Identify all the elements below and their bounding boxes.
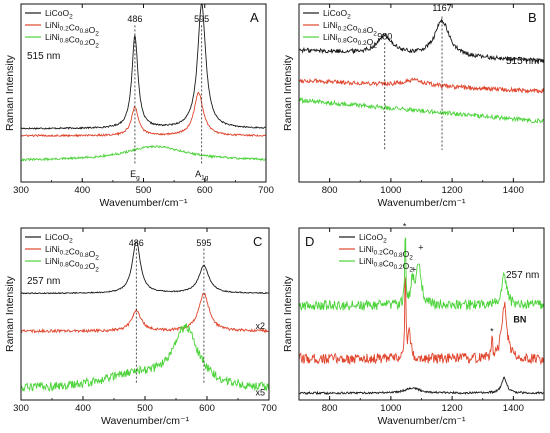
panel-letter: D bbox=[305, 234, 314, 249]
y-axis-title: Raman Intensity bbox=[282, 54, 294, 131]
plot-frame bbox=[298, 3, 545, 183]
panel-a: 486 595 Eg A1g 300 400 500 600 700 Wavenumber/cm⁻… bbox=[4, 3, 274, 209]
y-axis-title: Raman Intensity bbox=[282, 275, 294, 352]
x-tick-label: 300 bbox=[13, 185, 29, 196]
peak-label: 595 bbox=[194, 14, 209, 24]
peak-label: 595 bbox=[196, 238, 211, 248]
series-line-1 bbox=[21, 241, 269, 295]
series-line-2 bbox=[21, 292, 269, 334]
excitation-wavelength: 257 nm bbox=[27, 276, 60, 287]
x-tick-label: 500 bbox=[136, 185, 152, 196]
panel-letter: B bbox=[528, 10, 537, 25]
x-tick-label: 700 bbox=[261, 403, 277, 414]
y-axis-title: Raman Intensity bbox=[4, 54, 16, 131]
legend-label: LiNi0.2Co0.8O2 bbox=[45, 20, 99, 38]
panel-d: * + + * BN 800 1000 1200 1400 Wavenumber/cm⁻¹ Rama… bbox=[282, 222, 545, 427]
series-line-3 bbox=[21, 144, 266, 162]
legend-label: LiCoO2 bbox=[323, 8, 351, 21]
plot-frame bbox=[298, 227, 545, 401]
series-line-2 bbox=[299, 77, 544, 94]
peak-label: 486 bbox=[127, 14, 142, 24]
x-tick-label: 500 bbox=[137, 403, 153, 414]
y-axis-title: Raman Intensity bbox=[4, 275, 16, 352]
x-tick-label: 1200 bbox=[442, 403, 463, 414]
legend-label: LiNi0.8Co0.2O2 bbox=[359, 256, 413, 274]
x-axis-title: Wavenumber/cm⁻¹ bbox=[377, 415, 466, 427]
x-axis: 300 400 500 600 700 bbox=[13, 4, 274, 196]
excitation-wavelength: 515 nm bbox=[27, 51, 60, 62]
plot-frame bbox=[20, 3, 267, 183]
series-line-3 bbox=[21, 323, 269, 393]
peak-label: 980 bbox=[377, 32, 392, 42]
x-tick-label: 400 bbox=[74, 185, 90, 196]
panel-b: 980 1167 800 1000 1200 1400 Wavenumber/cm⁻¹ Ram… bbox=[282, 3, 545, 209]
legend-label: LiNi0.8Co0.2O2 bbox=[323, 32, 377, 50]
x-tick-label: 600 bbox=[199, 403, 215, 414]
x-tick-label: 700 bbox=[258, 185, 274, 196]
band-label: A1g bbox=[195, 169, 209, 182]
peak-marker: * bbox=[490, 327, 494, 337]
x-tick-label: 1400 bbox=[503, 403, 524, 414]
x-tick-label: 1000 bbox=[380, 185, 401, 196]
panel-c: 486 595 x2 x5 300 400 500 600 700 Wavenumber/cm⁻¹… bbox=[4, 227, 277, 427]
series-line-2 bbox=[299, 277, 544, 366]
series-line-2 bbox=[21, 91, 266, 138]
series-line-1 bbox=[21, 4, 266, 130]
legend-label: LiNi0.2Co0.8O2 bbox=[359, 244, 413, 262]
excitation-wavelength: 515 nm bbox=[506, 56, 539, 67]
legend-label: LiCoO2 bbox=[45, 232, 73, 245]
x-tick-label: 600 bbox=[197, 185, 213, 196]
peak-marker: + bbox=[411, 265, 416, 275]
legend-label: LiNi0.8Co0.2O2 bbox=[45, 256, 99, 274]
scale-label: x2 bbox=[255, 321, 265, 331]
x-tick-label: 800 bbox=[322, 185, 338, 196]
bn-annotation: BN bbox=[513, 315, 526, 325]
legend-label: LiCoO2 bbox=[45, 8, 73, 21]
legend-label: LiNi0.2Co0.8O2 bbox=[323, 20, 377, 38]
excitation-wavelength: 257 nm bbox=[506, 270, 539, 281]
series-line-3 bbox=[299, 237, 544, 311]
peak-marker: + bbox=[418, 242, 423, 252]
x-axis-title: Wavenumber/cm⁻¹ bbox=[101, 415, 190, 427]
panel-letter: A bbox=[250, 10, 259, 25]
x-axis: 800 1000 1200 1400 bbox=[298, 4, 545, 196]
series-line-1 bbox=[299, 18, 544, 64]
peak-label: 486 bbox=[129, 238, 144, 248]
x-tick-label: 300 bbox=[13, 403, 29, 414]
x-tick-label: 1200 bbox=[442, 185, 463, 196]
x-axis: 800 1000 1200 1400 bbox=[298, 228, 545, 414]
panel-letter: C bbox=[253, 234, 262, 249]
band-label: Eg bbox=[130, 169, 140, 182]
x-axis-title: Wavenumber/cm⁻¹ bbox=[377, 197, 466, 209]
series-line-1 bbox=[299, 376, 544, 396]
x-tick-label: 1400 bbox=[503, 185, 524, 196]
legend-label: LiNi0.2Co0.8O2 bbox=[45, 244, 99, 262]
x-tick-label: 800 bbox=[322, 403, 338, 414]
scale-label: x5 bbox=[255, 388, 265, 398]
legend-label: LiCoO2 bbox=[359, 232, 387, 245]
peak-label: 1167 bbox=[432, 3, 451, 13]
x-axis-title: Wavenumber/cm⁻¹ bbox=[99, 197, 188, 209]
legend-label: LiNi0.8Co0.2O2 bbox=[45, 32, 99, 50]
x-tick-label: 400 bbox=[75, 403, 91, 414]
peak-marker: * bbox=[403, 222, 407, 232]
x-tick-label: 1000 bbox=[380, 403, 401, 414]
x-axis: 300 400 500 600 700 bbox=[13, 228, 277, 414]
series-line-3 bbox=[299, 96, 544, 124]
